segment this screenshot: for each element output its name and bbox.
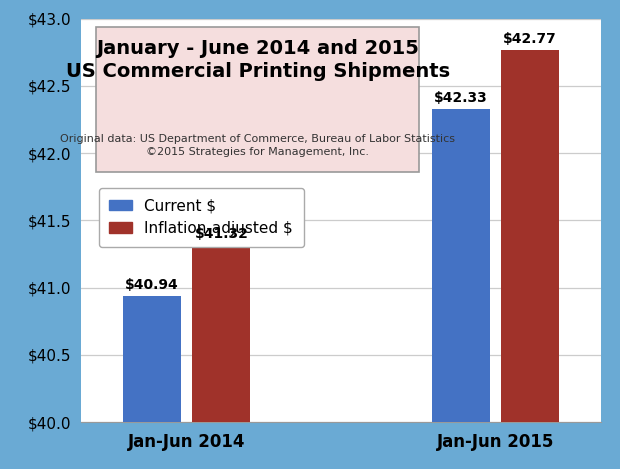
Bar — [501, 50, 559, 422]
FancyBboxPatch shape — [96, 27, 419, 172]
Text: January - June 2014 and 2015
US Commercial Printing Shipments: January - June 2014 and 2015 US Commerci… — [66, 39, 450, 81]
Text: $42.77: $42.77 — [503, 31, 557, 45]
Bar — [123, 296, 181, 422]
Text: $40.94: $40.94 — [125, 278, 179, 292]
Legend: Current $, Inflation-adjusted $: Current $, Inflation-adjusted $ — [99, 188, 304, 247]
Text: $42.33: $42.33 — [434, 91, 487, 105]
Text: $41.32: $41.32 — [195, 227, 249, 241]
Text: Original data: US Department of Commerce, Bureau of Labor Statistics
©2015 Strat: Original data: US Department of Commerce… — [60, 134, 455, 158]
Bar — [192, 245, 250, 422]
Bar — [432, 109, 490, 422]
